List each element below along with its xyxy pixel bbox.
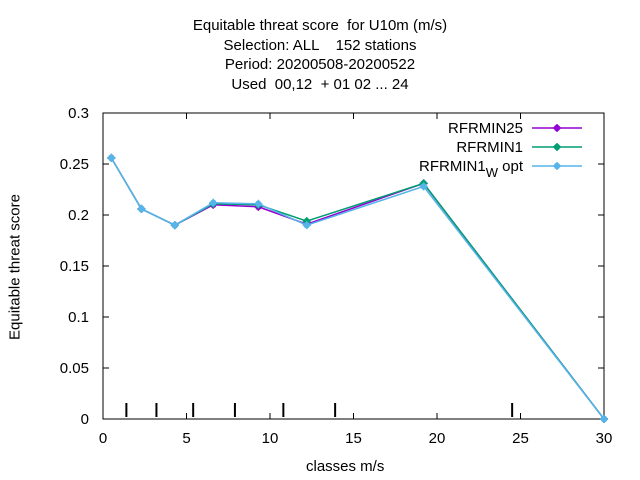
data-point (209, 198, 218, 207)
series-lines (107, 153, 608, 423)
legend-label: RFRMIN1 (456, 139, 523, 156)
series-line (110, 157, 605, 420)
chart-title-line-2: Selection: ALL 152 stations (223, 37, 417, 54)
data-point (419, 182, 428, 191)
legend-label: RFRMIN25 (448, 120, 523, 137)
data-point (600, 415, 608, 423)
legend-item-2: RFRMIN1 (456, 139, 582, 156)
legend: RFRMIN25 RFRMIN1 RFRMIN1W opt (419, 120, 582, 180)
x-tick-label: 25 (512, 430, 529, 447)
data-point (254, 199, 263, 208)
x-tick-label: 5 (182, 430, 190, 447)
chart-title-line-1: Equitable threat score for U10m (m/s) (192, 17, 448, 34)
y-tick-label: 0.3 (68, 105, 89, 122)
series-3 (107, 153, 608, 423)
data-point (107, 153, 116, 162)
plot-border (102, 112, 605, 420)
y-axis-label: Equitable threat score (6, 194, 24, 340)
x-tick-label: 15 (345, 430, 362, 447)
x-axis-label: classes m/s (306, 458, 385, 475)
chart-title-line-4: Used 00,12 + 01 02 ... 24 (231, 76, 409, 93)
x-tick-label: 0 (99, 430, 107, 447)
legend-item-3: RFRMIN1W opt (419, 158, 582, 180)
series-line (110, 157, 605, 420)
series-line (110, 157, 605, 420)
data-point (553, 143, 561, 151)
legend-item-1: RFRMIN25 (448, 120, 582, 137)
y-tick-label: 0.15 (60, 258, 89, 275)
series-1 (107, 153, 608, 423)
plot-frame (102, 112, 605, 420)
y-tick-label: 0.2 (68, 207, 89, 224)
x-tick-label: 30 (596, 430, 613, 447)
x-tick-label: 20 (429, 430, 446, 447)
legend-label: RFRMIN1W opt (419, 158, 524, 180)
axis-ticks: 0 5 10 15 20 25 30 0 0.05 0.1 0.15 0.2 0.25 0.3 (60, 105, 613, 447)
series-2 (107, 153, 608, 423)
y-tick-label: 0.1 (68, 309, 89, 326)
data-point (553, 162, 561, 170)
y-tick-label: 0.05 (60, 360, 89, 377)
data-point (553, 124, 561, 132)
class-markers (125, 403, 514, 417)
x-tick-label: 10 (262, 430, 279, 447)
chart-title-line-3: Period: 20200508-20200522 (224, 56, 416, 73)
y-tick-label: 0.25 (60, 156, 89, 173)
data-point (137, 204, 146, 213)
data-point (302, 221, 311, 230)
data-point (170, 221, 179, 230)
y-tick-label: 0 (81, 411, 89, 428)
